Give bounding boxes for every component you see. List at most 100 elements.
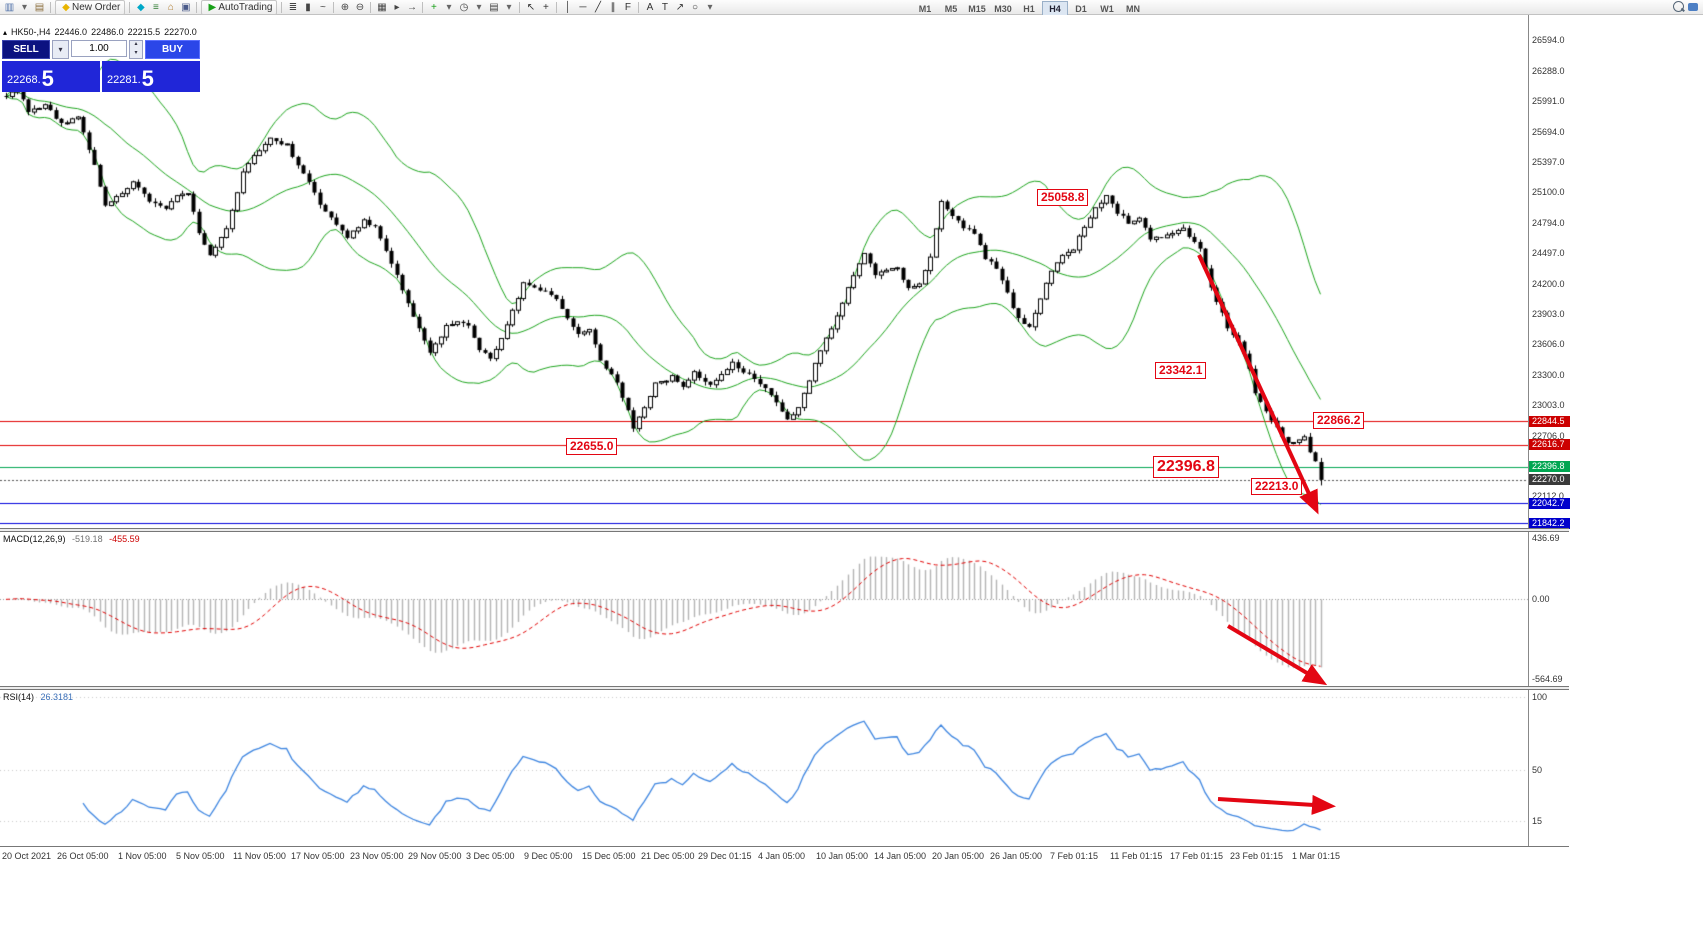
templates-dropdown-icon[interactable]: ▾ — [506, 1, 512, 13]
time-axis-label: 15 Dec 05:00 — [582, 851, 636, 861]
stepper-down-icon[interactable]: ▾ — [134, 49, 138, 56]
price-axis-label: 23903.0 — [1532, 308, 1565, 319]
text-icon[interactable]: A — [646, 1, 654, 13]
rsi-name: RSI(14) — [3, 692, 35, 702]
chart-info-line: ▴ HK50-,H4 22446.0 22486.0 22215.5 22270.0 — [3, 27, 201, 37]
volume-dropdown[interactable]: ▾ — [52, 40, 69, 59]
zoom-out-icon[interactable]: ⊖ — [355, 1, 365, 13]
time-axis-label: 17 Nov 05:00 — [291, 851, 345, 861]
terminal-icon[interactable]: ▣ — [181, 1, 191, 13]
channel-icon[interactable]: ∥ — [610, 1, 616, 13]
chart-low: 22215.5 — [127, 27, 161, 37]
timeframe-m5[interactable]: M5 — [944, 3, 958, 14]
timeframe-mn[interactable]: MN — [1126, 3, 1140, 14]
auto-scroll-icon[interactable]: ▸ — [394, 1, 400, 13]
sell-price-main: 22268. — [7, 74, 41, 86]
chart-open: 22446.0 — [54, 27, 88, 37]
price-annotation[interactable]: 22213.0 — [1251, 478, 1303, 495]
time-axis-label: 20 Oct 2021 — [2, 851, 52, 861]
shapes-icon[interactable]: ○ — [691, 1, 698, 13]
timeframe-d1[interactable]: D1 — [1075, 3, 1087, 14]
chart-high: 22486.0 — [91, 27, 124, 37]
timeframe-h1[interactable]: H1 — [1023, 3, 1035, 14]
sell-button[interactable]: SELL — [2, 40, 50, 59]
time-axis-label: 1 Mar 01:15 — [1292, 851, 1341, 861]
new-chart-button[interactable]: ▥ — [4, 1, 15, 13]
zoom-in-icon[interactable]: ⊕ — [340, 1, 350, 13]
panel-divider[interactable] — [0, 528, 1569, 532]
time-axis-label: 17 Feb 01:15 — [1170, 851, 1224, 861]
autotrading-button[interactable]: ▶ AutoTrading — [201, 0, 278, 15]
periods-icon[interactable]: ◷ — [459, 1, 469, 13]
price-axis-label: 24200.0 — [1532, 278, 1565, 289]
arrows-tool-icon[interactable]: ↗ — [675, 1, 685, 13]
price-annotation[interactable]: 22655.0 — [566, 438, 618, 455]
toolbar-separator — [196, 1, 198, 13]
timeframe-m15[interactable]: M15 — [968, 3, 986, 14]
price-annotation[interactable]: 23342.1 — [1155, 362, 1207, 379]
new-chart-dropdown-icon[interactable]: ▾ — [21, 1, 28, 13]
templates-icon[interactable]: ▤ — [489, 1, 499, 13]
macd-axis-label: 0.00 — [1532, 594, 1550, 605]
buy-button[interactable]: BUY — [145, 40, 200, 59]
time-axis-label: 3 Dec 05:00 — [466, 851, 515, 861]
timeframe-w1[interactable]: W1 — [1100, 3, 1114, 14]
one-click-collapse-icon[interactable]: ▴ — [3, 28, 8, 37]
cursor-icon[interactable]: ↖ — [526, 1, 536, 13]
price-annotation[interactable]: 22396.8 — [1153, 456, 1219, 478]
price-axis-label: 23606.0 — [1532, 338, 1565, 349]
sell-price-big: 5 — [41, 66, 54, 91]
navigator-icon[interactable]: ⌂ — [167, 1, 174, 13]
time-axis-label: 23 Feb 01:15 — [1230, 851, 1284, 861]
chart-shift-icon[interactable]: → — [406, 1, 417, 13]
new-order-button[interactable]: ◆ New Order — [55, 0, 126, 15]
toolbar-separator — [638, 1, 640, 13]
stepper-up-icon[interactable]: ▴ — [134, 41, 138, 47]
time-axis: 20 Oct 2021 26 Oct 05:00 1 Nov 05:00 5 Nov … — [0, 846, 1569, 865]
sell-price[interactable]: 22268. 5 — [2, 61, 100, 92]
timeframe-m1[interactable]: M1 — [918, 3, 932, 14]
timeframe-m30[interactable]: M30 — [994, 3, 1012, 14]
fibonacci-icon[interactable]: F — [624, 1, 632, 13]
text-label-icon[interactable]: T — [661, 1, 669, 13]
price-tag: 22042.7 — [1529, 497, 1570, 509]
candlestick-chart-icon[interactable]: ▮ — [305, 1, 311, 13]
macd-axis-label: -564.69 — [1532, 673, 1563, 684]
time-axis-label: 11 Feb 01:15 — [1110, 851, 1163, 861]
periods-dropdown-icon[interactable]: ▾ — [476, 1, 482, 13]
price-tag: 22270.0 — [1529, 474, 1570, 486]
line-chart-icon[interactable]: ~ — [320, 1, 326, 13]
price-tag: 22844.5 — [1529, 415, 1570, 427]
volume-input[interactable] — [71, 40, 127, 57]
macd-canvas[interactable] — [0, 532, 1528, 686]
chat-icon[interactable] — [1688, 2, 1698, 11]
bar-chart-icon[interactable]: ≣ — [288, 1, 298, 13]
toolbar-separator — [556, 1, 558, 13]
rsi-axis-label: 100 — [1532, 692, 1548, 703]
tile-windows-icon[interactable]: ▦ — [377, 1, 387, 13]
buy-price-main: 22281. — [107, 74, 141, 86]
main-chart-canvas[interactable] — [0, 15, 1528, 528]
trendline-icon[interactable]: ╱ — [594, 1, 601, 13]
volume-stepper[interactable]: ▴ ▾ — [129, 40, 143, 59]
market-watch-icon[interactable]: ≡ — [152, 1, 159, 13]
price-annotation[interactable]: 22866.2 — [1313, 412, 1365, 429]
rsi-canvas[interactable] — [0, 690, 1528, 846]
timeframe-h4[interactable]: H4 — [1042, 1, 1068, 16]
price-axis-label: 25694.0 — [1532, 126, 1565, 137]
indicators-icon[interactable]: + — [431, 1, 437, 13]
crosshair-icon[interactable]: + — [543, 1, 549, 13]
profiles-icon[interactable]: ▤ — [34, 1, 45, 13]
vertical-line-icon[interactable]: │ — [564, 1, 572, 13]
panel-divider[interactable] — [0, 686, 1569, 690]
horizontal-line-icon[interactable]: ─ — [579, 1, 587, 13]
indicators-dropdown-icon[interactable]: ▾ — [446, 1, 452, 13]
buy-price[interactable]: 22281. 5 — [102, 61, 200, 92]
price-axis: 26594.0 26288.0 25991.0 25694.0 25397.0 25100… — [1528, 15, 1570, 846]
metaeditor-icon[interactable]: ◆ — [137, 1, 145, 13]
price-axis-label: 25100.0 — [1532, 187, 1565, 197]
price-annotation[interactable]: 25058.8 — [1037, 189, 1089, 206]
shapes-dropdown-icon[interactable]: ▾ — [707, 1, 713, 13]
search-icon[interactable] — [1673, 1, 1684, 12]
time-axis-label: 26 Jan 05:00 — [990, 851, 1043, 861]
